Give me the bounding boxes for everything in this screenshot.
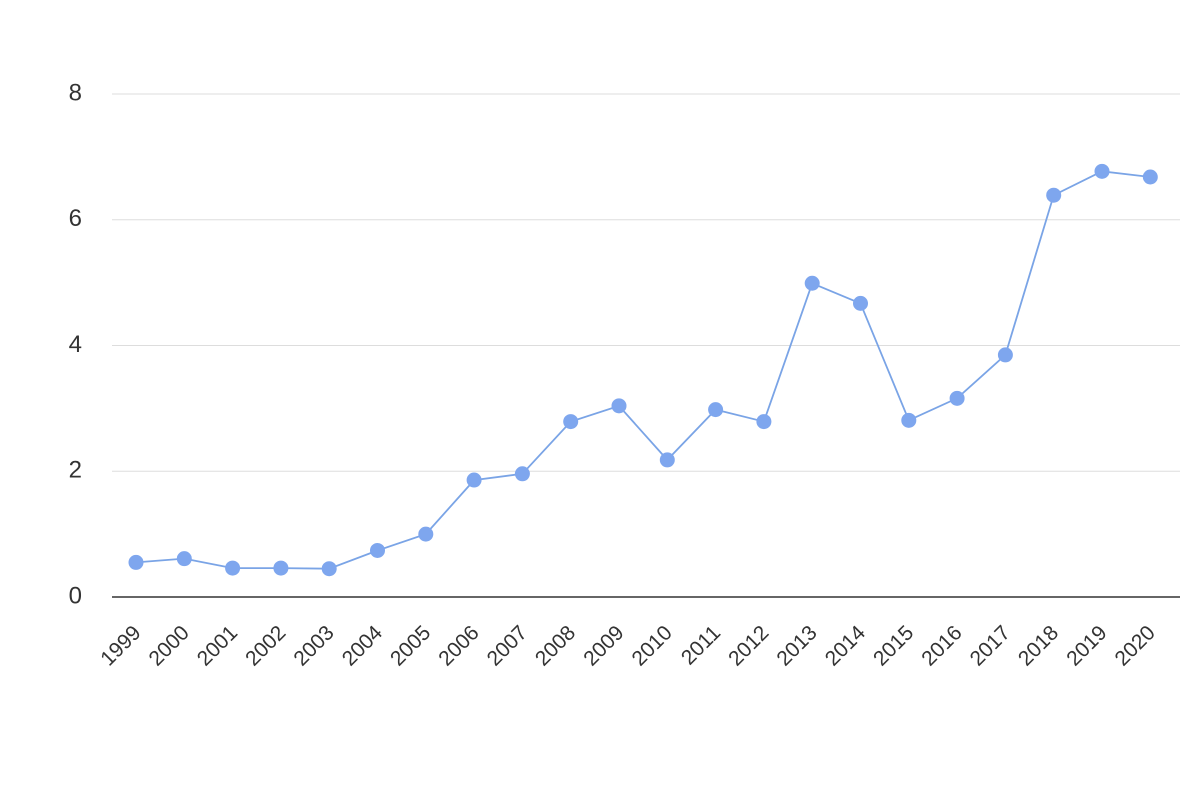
- x-tick-label: 2016: [917, 621, 966, 670]
- x-tick-label: 2017: [966, 621, 1015, 670]
- data-point: [225, 560, 241, 576]
- data-point: [997, 347, 1013, 363]
- x-tick-label: 2003: [289, 621, 338, 670]
- data-point: [949, 390, 965, 406]
- y-tick-label: 8: [69, 79, 82, 106]
- data-point: [853, 295, 868, 311]
- x-tick-label: 2019: [1062, 621, 1111, 670]
- x-tick-label: 2000: [145, 621, 194, 670]
- x-tick-label: 2011: [677, 621, 725, 669]
- y-tick-label: 0: [69, 582, 82, 609]
- data-point: [128, 554, 144, 570]
- data-point: [176, 551, 192, 567]
- x-tick-label: 2002: [241, 621, 290, 670]
- x-tick-label: 2007: [483, 621, 532, 670]
- data-point: [418, 526, 434, 542]
- data-point: [659, 452, 675, 468]
- x-tick-label: 2012: [724, 621, 773, 670]
- x-tick-label: 2004: [338, 621, 388, 671]
- y-tick-label: 2: [69, 457, 82, 484]
- y-tick-label: 6: [69, 205, 82, 232]
- data-point: [1046, 187, 1062, 203]
- x-tick-label: 2006: [434, 621, 483, 670]
- data-point: [321, 561, 337, 577]
- data-point: [756, 414, 772, 430]
- data-point: [611, 398, 627, 414]
- x-tick-label: 2001: [193, 621, 242, 670]
- data-point: [901, 412, 917, 428]
- data-point: [708, 402, 724, 418]
- y-axis-ticks: 0 2 4 6 8: [69, 79, 82, 609]
- data-point: [563, 414, 579, 430]
- data-point: [273, 560, 289, 576]
- x-tick-label: 2008: [531, 621, 580, 670]
- x-tick-label: 2009: [579, 621, 628, 670]
- x-tick-label: 2010: [628, 621, 677, 670]
- data-point: [1142, 169, 1158, 185]
- x-tick-label: 2013: [772, 621, 821, 670]
- data-point: [1094, 163, 1110, 179]
- data-series: [128, 163, 1158, 577]
- x-axis-ticks: 1999 2000 2001 2002 2003 2004 2005 2006 2007 2008…: [96, 621, 1160, 671]
- x-tick-label: 2018: [1014, 621, 1063, 670]
- x-tick-label: 2014: [821, 621, 871, 671]
- data-point: [804, 275, 820, 291]
- series-line: [135, 170, 1151, 570]
- data-point: [466, 472, 482, 488]
- x-tick-label: 2015: [869, 621, 918, 670]
- y-tick-label: 4: [69, 331, 82, 358]
- x-tick-label: 2020: [1111, 621, 1160, 670]
- gridlines: [112, 93, 1180, 598]
- x-tick-label: 2005: [386, 621, 435, 670]
- data-point: [370, 542, 385, 558]
- data-point: [514, 466, 530, 482]
- x-tick-label: 1999: [96, 621, 145, 670]
